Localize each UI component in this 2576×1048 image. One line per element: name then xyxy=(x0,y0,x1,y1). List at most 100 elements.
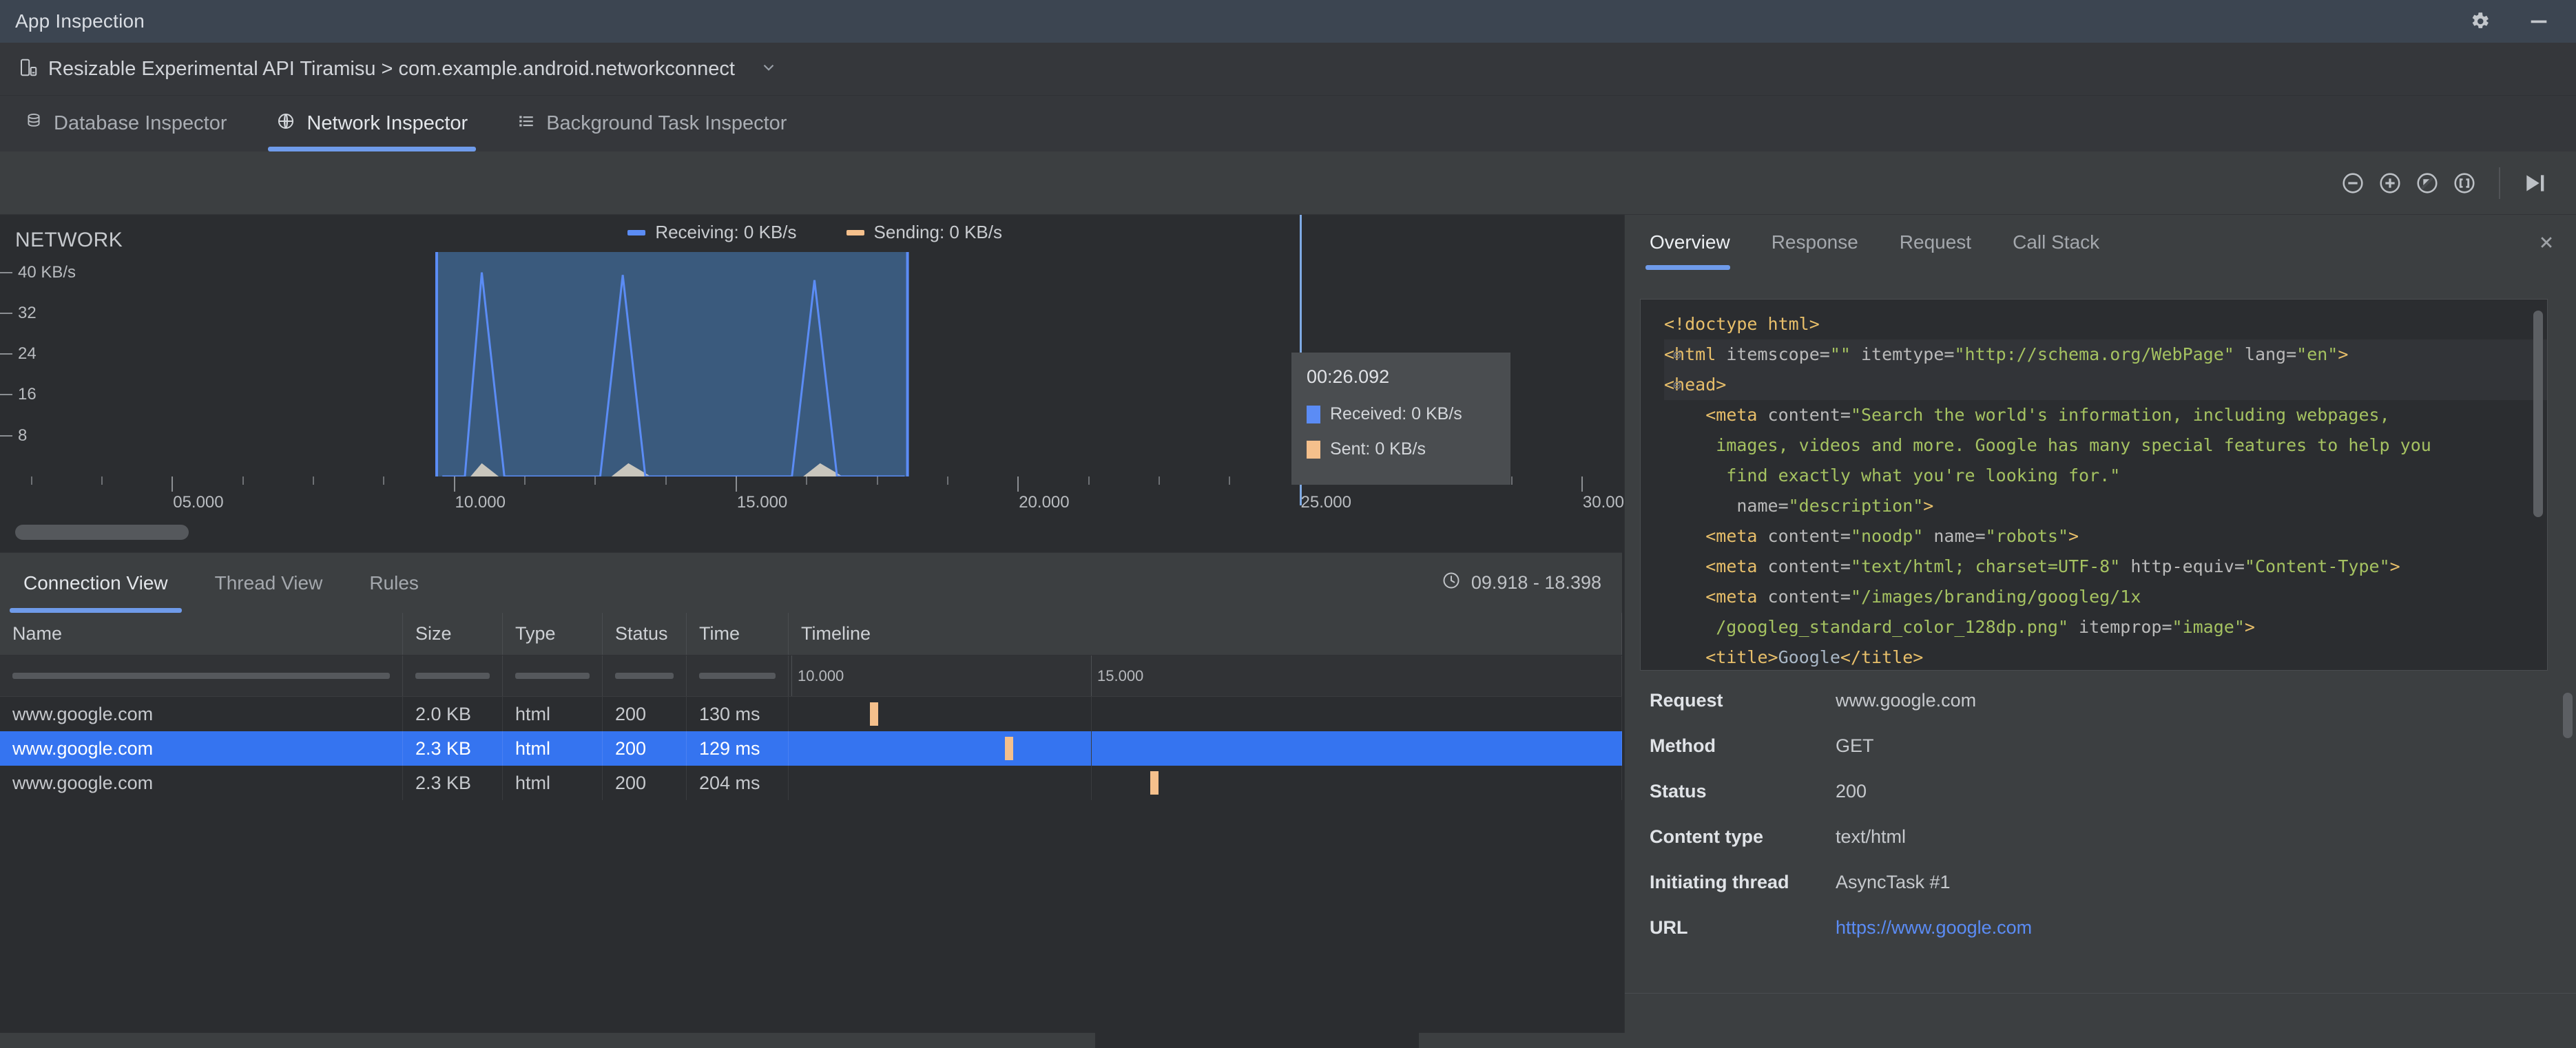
code-token: "robots" xyxy=(1985,526,2069,546)
window-title: App Inspection xyxy=(15,10,145,32)
x-axis-minor-tick xyxy=(383,476,385,485)
column-header-time[interactable]: Time xyxy=(687,613,789,655)
chart-series-sending xyxy=(442,463,905,476)
tab-response[interactable]: Response xyxy=(1771,231,1858,253)
code-token: content= xyxy=(1767,405,1851,425)
network-chart-title: NETWORK xyxy=(15,229,123,251)
table-filter-row[interactable]: 10.000 15.000 xyxy=(0,656,1622,697)
y-axis-tick: 8 xyxy=(0,426,27,446)
detail-key: Method xyxy=(1650,735,1716,756)
timeline-scrollbar[interactable] xyxy=(0,522,1622,545)
column-filter-bar[interactable] xyxy=(415,673,490,679)
code-scrollbar-thumb[interactable] xyxy=(2533,311,2543,517)
code-token: <title> xyxy=(1705,647,1778,667)
column-header-status[interactable]: Status xyxy=(603,613,687,655)
code-token: find exactly what you're looking for." xyxy=(1664,465,2121,485)
table-row[interactable]: www.google.com 2.3 KB html 200 129 ms xyxy=(0,731,1622,766)
code-token: content= xyxy=(1767,526,1851,546)
cell-type: html xyxy=(503,731,603,766)
code-token: > xyxy=(2068,526,2079,546)
column-filter-bar[interactable] xyxy=(515,673,590,679)
detail-value-link[interactable]: https://www.google.com xyxy=(1836,917,2033,938)
selection-range-label: 09.918 - 18.398 xyxy=(1471,572,1601,593)
column-filter-type[interactable] xyxy=(503,656,603,696)
x-axis-tick-label: 20.000 xyxy=(1019,493,1070,512)
column-header-type[interactable]: Type xyxy=(503,613,603,655)
cell-name: www.google.com xyxy=(0,731,403,766)
tab-overview[interactable]: Overview xyxy=(1625,215,1751,270)
timeline-scroll-thumb[interactable] xyxy=(15,525,189,540)
jump-to-end-icon[interactable] xyxy=(2521,169,2548,197)
cell-status: 200 xyxy=(603,697,687,731)
tab-network-inspector[interactable]: Network Inspector xyxy=(251,96,492,151)
column-filter-size[interactable] xyxy=(403,656,503,696)
column-filter-name[interactable] xyxy=(0,656,403,696)
detail-key: Status xyxy=(1650,781,1707,801)
tab-request[interactable]: Request xyxy=(1899,231,1972,253)
gear-icon[interactable] xyxy=(2466,8,2493,35)
tab-rules[interactable]: Rules xyxy=(369,572,419,594)
code-token: > xyxy=(1923,496,1934,516)
process-selector-label: Resizable Experimental API Tiramisu > co… xyxy=(48,57,735,80)
chevron-down-icon[interactable] xyxy=(760,59,778,80)
y-axis-tick: 40 KB/s xyxy=(0,263,76,282)
minimize-icon[interactable] xyxy=(2525,8,2553,35)
tab-connection-view[interactable]: Connection View xyxy=(0,553,191,613)
chart-selection-region xyxy=(436,252,908,476)
x-axis-tick-label: 15.000 xyxy=(736,493,788,512)
plus-circle-icon[interactable] xyxy=(2376,169,2404,197)
code-line: <meta content="/images/branding/googleg/… xyxy=(1664,582,2547,612)
legend-label-receiving: Receiving: 0 KB/s xyxy=(655,222,797,242)
table-row[interactable]: www.google.com 2.3 KB html 200 204 ms xyxy=(0,766,1622,800)
brackets-circle-icon[interactable] xyxy=(2451,169,2478,197)
code-fold-icon[interactable]: ⊖ xyxy=(1672,346,1682,363)
tab-database-inspector[interactable]: Database Inspector xyxy=(0,96,251,151)
details-scrollbar-thumb[interactable] xyxy=(2563,693,2573,738)
detail-value: 200 xyxy=(1836,781,1867,801)
y-tick-dash xyxy=(0,312,12,314)
x-axis-minor-tick xyxy=(946,476,948,485)
code-fold-icon[interactable]: ⊖ xyxy=(1672,377,1682,393)
code-line: <title>Google</title> xyxy=(1664,642,2547,670)
column-filter-time[interactable] xyxy=(687,656,789,696)
network-chart-plot[interactable] xyxy=(14,252,1615,476)
code-token xyxy=(1664,526,1705,546)
column-filter-bar[interactable] xyxy=(12,673,390,679)
x-axis-minor-tick xyxy=(665,476,667,485)
x-axis-minor-tick xyxy=(1510,476,1513,485)
code-token: > xyxy=(2338,344,2349,364)
tab-thread-view[interactable]: Thread View xyxy=(214,572,323,594)
toolbar-divider xyxy=(2499,167,2500,199)
column-filter-status[interactable] xyxy=(603,656,687,696)
response-body-code: <!doctype html> ⊖ <html itemscope="" itemt… xyxy=(1641,300,2547,670)
code-line: <meta content="noodp" name="robots"> xyxy=(1664,521,2547,552)
code-token xyxy=(1664,556,1705,576)
tab-call-stack[interactable]: Call Stack xyxy=(2013,231,2100,253)
column-header-size[interactable]: Size xyxy=(403,613,503,655)
code-token: "image" xyxy=(2172,617,2245,637)
close-icon[interactable] xyxy=(2536,215,2557,270)
clock-icon xyxy=(1441,570,1462,596)
column-header-timeline[interactable]: Timeline xyxy=(789,613,1622,655)
minus-circle-icon[interactable] xyxy=(2339,169,2367,197)
table-row[interactable]: www.google.com 2.0 KB html 200 130 ms xyxy=(0,697,1622,731)
tooltip-row-sent: Sent: 0 KB/s xyxy=(1307,439,1495,459)
tab-background-task-inspector[interactable]: Background Task Inspector xyxy=(492,96,811,151)
code-token: itemtype= xyxy=(1850,344,1955,364)
network-monitor-panel[interactable]: NETWORK 40 KB/s 32 24 16 8 Receiving: 0 KB/s… xyxy=(0,215,1633,512)
column-filter-bar[interactable] xyxy=(699,673,776,679)
code-token: "Content-Type" xyxy=(2244,556,2390,576)
tooltip-time: 00:26.092 xyxy=(1307,366,1390,387)
detail-row: Initiating thread AsyncTask #1 xyxy=(1625,872,2576,917)
column-filter-bar[interactable] xyxy=(615,673,674,679)
reset-zoom-icon[interactable] xyxy=(2413,169,2441,197)
process-selector[interactable]: Resizable Experimental API Tiramisu > co… xyxy=(18,57,778,81)
timeline-gridline xyxy=(1091,766,1092,800)
column-header-name[interactable]: Name xyxy=(0,613,403,655)
response-body-preview[interactable]: <!doctype html> ⊖ <html itemscope="" itemt… xyxy=(1640,299,2548,671)
y-tick-label: 32 xyxy=(18,303,37,322)
code-token xyxy=(1664,496,1736,516)
connection-view-header: Connection View Thread View Rules 09.918… xyxy=(0,552,1622,613)
code-token xyxy=(1664,587,1705,607)
detail-row: Content type text/html xyxy=(1625,826,2576,872)
